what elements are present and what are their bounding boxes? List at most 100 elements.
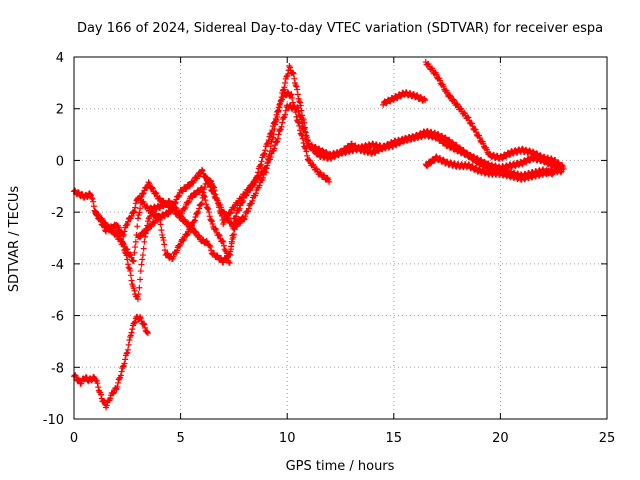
series-marker xyxy=(131,249,138,256)
series-marker xyxy=(265,140,272,147)
series-marker xyxy=(128,213,135,220)
series-track-8 xyxy=(422,153,565,183)
series-marker xyxy=(137,205,144,212)
series-marker xyxy=(210,183,217,190)
series-marker xyxy=(220,242,227,249)
series-marker xyxy=(271,126,278,133)
series-marker xyxy=(132,204,139,211)
series-marker xyxy=(192,214,199,221)
series-marker xyxy=(177,241,184,248)
series-marker xyxy=(278,123,285,130)
series-marker xyxy=(236,205,243,212)
series-marker xyxy=(193,229,200,236)
series-marker xyxy=(230,234,237,241)
series-marker xyxy=(212,225,219,232)
series-marker xyxy=(294,91,301,98)
series-marker xyxy=(113,231,120,238)
series-marker xyxy=(282,79,289,86)
y-tick-label: -8 xyxy=(51,361,64,376)
series-marker xyxy=(279,87,286,94)
series-marker xyxy=(220,238,227,245)
series-marker xyxy=(198,166,205,173)
series-marker xyxy=(274,135,281,142)
series-marker xyxy=(303,148,310,155)
series-marker xyxy=(116,235,123,242)
series-marker xyxy=(257,163,264,170)
series-marker xyxy=(198,201,205,208)
series-marker xyxy=(271,145,278,152)
series-marker xyxy=(230,205,237,212)
series-marker xyxy=(431,157,438,164)
series-marker xyxy=(473,128,480,135)
series-marker xyxy=(444,89,451,96)
series-track-2 xyxy=(71,313,151,411)
series-marker xyxy=(274,108,281,115)
series-marker xyxy=(127,272,134,279)
series-marker xyxy=(107,395,114,402)
series-marker xyxy=(129,326,136,333)
series-marker xyxy=(118,368,125,375)
series-marker xyxy=(269,134,276,141)
series-marker xyxy=(290,70,297,77)
series-marker xyxy=(129,258,136,265)
series-marker xyxy=(140,320,147,327)
series-marker xyxy=(141,321,148,328)
series-marker xyxy=(199,167,206,174)
series-marker xyxy=(326,178,333,185)
series-marker xyxy=(125,346,132,353)
series-marker xyxy=(131,208,138,215)
series-marker xyxy=(215,200,222,207)
series-marker xyxy=(113,222,120,229)
series-marker xyxy=(227,248,234,255)
series-marker xyxy=(206,209,213,216)
series-marker xyxy=(296,99,303,106)
series-marker xyxy=(137,234,144,241)
series-track-6 xyxy=(380,89,429,108)
series-marker xyxy=(252,190,259,197)
series-marker xyxy=(183,232,190,239)
series-marker xyxy=(301,128,308,135)
series-marker xyxy=(499,155,506,162)
series-marker xyxy=(125,218,132,225)
series-marker xyxy=(121,360,128,367)
series-marker xyxy=(519,161,526,168)
series-marker xyxy=(121,228,128,235)
x-axis-label: GPS time / hours xyxy=(286,459,395,474)
series-marker xyxy=(146,180,153,187)
series-marker xyxy=(226,251,233,258)
series-marker xyxy=(198,200,205,207)
series-marker xyxy=(260,151,267,158)
series-marker xyxy=(213,196,220,203)
series-marker xyxy=(99,216,106,223)
series-marker xyxy=(451,97,458,104)
series-marker xyxy=(159,231,166,238)
series-marker xyxy=(446,92,453,99)
series-marker xyxy=(264,140,271,147)
series-marker xyxy=(557,169,564,176)
series-marker xyxy=(130,209,137,216)
series-marker xyxy=(289,69,296,76)
series-marker xyxy=(284,71,291,78)
series-marker xyxy=(126,336,133,343)
series-marker xyxy=(139,190,146,197)
series-marker xyxy=(447,93,454,100)
series-marker xyxy=(187,226,194,233)
series-marker xyxy=(172,199,179,206)
series-marker xyxy=(136,209,143,216)
series-marker xyxy=(282,111,289,118)
series-marker xyxy=(280,114,287,121)
series-marker xyxy=(128,254,135,261)
series-marker xyxy=(203,174,210,181)
series-marker xyxy=(274,114,281,121)
series-marker xyxy=(476,134,483,141)
series-marker xyxy=(503,153,510,160)
series-marker xyxy=(137,315,144,322)
series-marker xyxy=(277,98,284,105)
series-marker xyxy=(277,126,284,133)
series-marker xyxy=(211,187,218,194)
series-marker xyxy=(220,259,227,266)
series-marker xyxy=(144,328,151,335)
series-marker xyxy=(140,190,147,197)
series-marker xyxy=(276,102,283,109)
series-marker xyxy=(120,363,127,370)
